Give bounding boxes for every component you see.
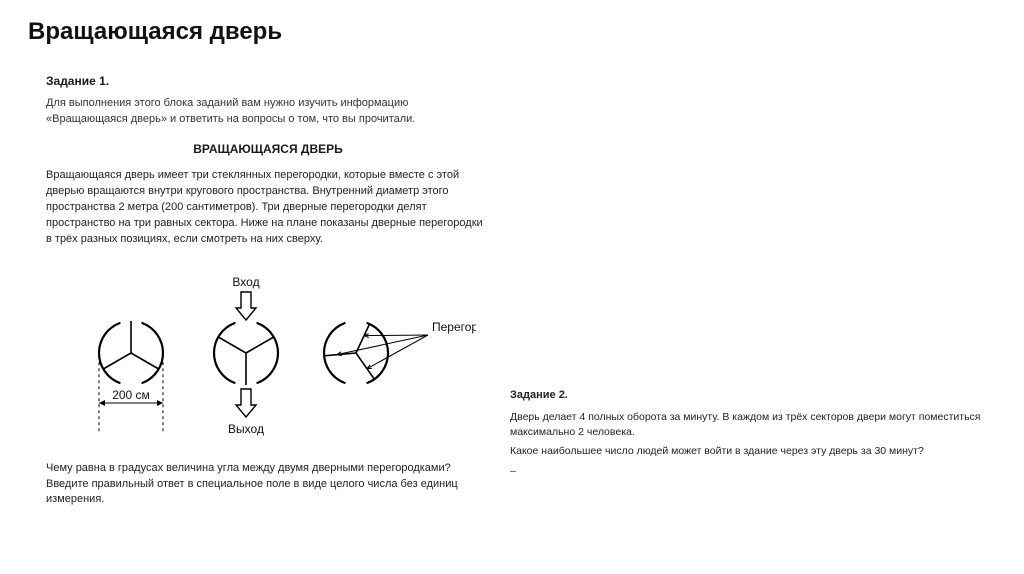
svg-text:Перегородки: Перегородки [432, 320, 476, 334]
task2-dash: – [510, 464, 1010, 479]
task1-question: Чему равна в градусах величина угла межд… [46, 461, 490, 509]
doc-body: Вращающаяся дверь имеет три стеклянных п… [46, 168, 490, 248]
task2-line2: Какое наибольшее число людей может войти… [510, 444, 1010, 459]
task2-block: Задание 2. Дверь делает 4 полных оборота… [510, 388, 1010, 483]
task1-intro: Для выполнения этого блока заданий вам н… [46, 96, 490, 128]
task1-heading: Задание 1. [46, 74, 490, 88]
task2-line1: Дверь делает 4 полных оборота за минуту.… [510, 410, 1010, 440]
svg-text:Вход: Вход [232, 275, 259, 289]
page-title: Вращающаяся дверь [28, 18, 996, 46]
revolving-door-diagram: Перегородки Вход Выход 200 см [56, 258, 476, 453]
task1-card: Задание 1. Для выполнения этого блока за… [28, 64, 508, 508]
svg-text:Выход: Выход [228, 422, 264, 436]
svg-text:200 см: 200 см [112, 388, 150, 402]
task2-heading: Задание 2. [510, 388, 1010, 404]
doc-title: ВРАЩАЮЩАЯСЯ ДВЕРЬ [46, 142, 490, 156]
